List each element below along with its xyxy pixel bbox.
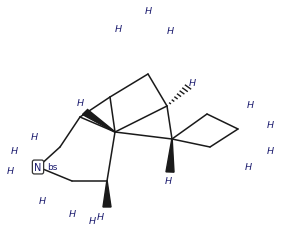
Text: H: H: [164, 177, 172, 186]
Text: H: H: [6, 167, 14, 176]
Text: H: H: [247, 101, 253, 110]
Text: H: H: [145, 7, 151, 16]
Text: H: H: [266, 147, 274, 156]
Text: N: N: [34, 162, 42, 172]
Text: H: H: [38, 197, 46, 206]
Text: H: H: [69, 210, 75, 219]
Text: H: H: [266, 121, 274, 130]
Text: H: H: [166, 27, 174, 36]
Text: H: H: [188, 78, 196, 87]
Text: H: H: [76, 99, 84, 108]
Text: H: H: [114, 25, 122, 34]
Polygon shape: [82, 110, 115, 133]
Text: H: H: [10, 147, 18, 156]
Text: H: H: [245, 163, 251, 172]
Polygon shape: [166, 139, 174, 172]
Text: H: H: [88, 217, 96, 225]
Polygon shape: [103, 181, 111, 207]
Text: H: H: [31, 133, 37, 142]
Text: H: H: [96, 213, 104, 222]
Text: bs: bs: [47, 162, 58, 171]
